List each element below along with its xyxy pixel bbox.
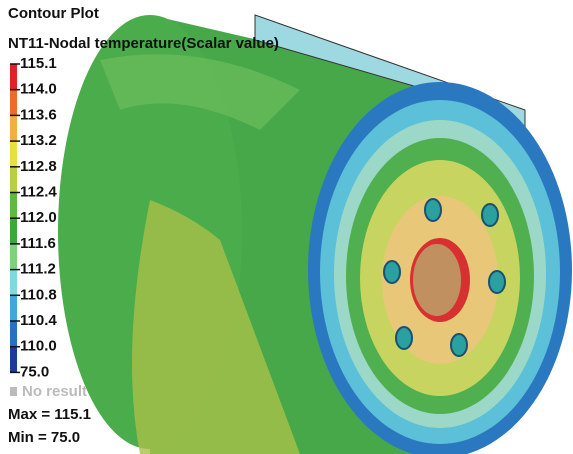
legend-label: 112.0: [20, 209, 57, 226]
legend-label: 75.0: [20, 363, 49, 380]
legend-band: [10, 347, 17, 373]
bolt-hole: [451, 334, 467, 356]
page: Contour Plot NT11-Nodal temperature(Scal…: [0, 0, 573, 454]
legend-band: [10, 115, 17, 141]
bolt-hole: [489, 271, 505, 293]
legend-band: [10, 193, 17, 219]
legend-label: 110.4: [20, 312, 57, 329]
bolt-hole: [425, 199, 441, 221]
viewport: Contour Plot NT11-Nodal temperature(Scal…: [0, 0, 573, 454]
subtitle: NT11-Nodal temperature(Scalar value): [8, 35, 279, 52]
legend-band: [10, 167, 17, 193]
legend-band: [10, 270, 17, 296]
bolt-hole: [482, 204, 498, 226]
legend-band: [10, 141, 17, 167]
no-result-label: No result: [22, 383, 87, 400]
model: [58, 15, 572, 454]
legend-label: 110.0: [20, 338, 57, 355]
legend-label: 111.2: [20, 261, 56, 278]
legend-label: 113.6: [20, 106, 57, 123]
title: Contour Plot: [8, 5, 99, 22]
legend: 115.1 114.0 113.6 113.2 112.8 112.4 112.0 111.6…: [10, 55, 57, 380]
legend-label: 114.0: [20, 81, 57, 98]
legend-label: 111.6: [20, 235, 56, 252]
bolt-hole: [396, 327, 412, 349]
legend-label: 115.1: [20, 55, 57, 72]
legend-band: [10, 64, 17, 90]
no-result-swatch: [10, 387, 17, 396]
max-label: Max = 115.1: [8, 406, 91, 423]
legend-band: [10, 321, 17, 347]
legend-band: [10, 218, 17, 244]
legend-label: 110.8: [20, 286, 57, 303]
legend-band: [10, 244, 17, 270]
legend-label: 113.2: [20, 132, 57, 149]
min-label: Min = 75.0: [8, 429, 80, 446]
bolt-hole: [384, 261, 400, 283]
legend-band: [10, 90, 17, 116]
legend-band: [10, 295, 17, 321]
legend-label: 112.4: [20, 183, 57, 200]
bore: [413, 244, 461, 316]
legend-label: 112.8: [20, 158, 57, 175]
